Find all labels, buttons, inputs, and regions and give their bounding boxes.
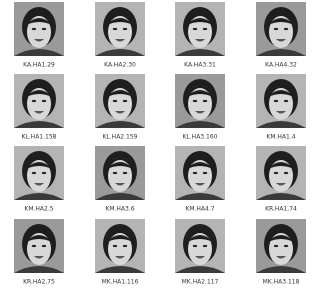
image-label: KA.HA4.32 xyxy=(265,62,297,69)
eye xyxy=(274,245,278,247)
eye xyxy=(113,100,117,102)
eye xyxy=(113,245,117,247)
face-image xyxy=(14,219,64,273)
image-label: KM.HA2.5 xyxy=(24,206,53,213)
image-label: MK.HA2.117 xyxy=(182,279,219,286)
eye xyxy=(193,28,197,30)
eye xyxy=(42,245,46,247)
eye xyxy=(203,100,207,102)
eye xyxy=(193,245,197,247)
eye xyxy=(32,28,36,30)
eye xyxy=(203,172,207,174)
eye xyxy=(42,100,46,102)
face-image xyxy=(256,74,306,128)
face-image xyxy=(14,2,64,56)
face-image xyxy=(256,2,306,56)
eye xyxy=(123,172,127,174)
face-image xyxy=(95,146,145,200)
face-image xyxy=(14,74,64,128)
face-image xyxy=(256,219,306,273)
image-label: MK.HA1.116 xyxy=(102,279,139,286)
image-label: MK.HA3.118 xyxy=(263,279,300,286)
eye xyxy=(284,28,288,30)
image-label: KM.HA1.4 xyxy=(266,134,295,141)
image-label: KL.HA3.160 xyxy=(183,134,218,141)
eye xyxy=(113,28,117,30)
eye xyxy=(123,28,127,30)
eye xyxy=(274,100,278,102)
face-image xyxy=(95,74,145,128)
eye xyxy=(193,172,197,174)
eye xyxy=(284,245,288,247)
eye xyxy=(32,245,36,247)
face-image xyxy=(175,2,225,56)
image-label: KL.HA1.158 xyxy=(22,134,57,141)
image-label: KM.HA4.7 xyxy=(185,206,214,213)
eye xyxy=(123,245,127,247)
image-label: KL.HA2.159 xyxy=(103,134,138,141)
eye xyxy=(284,100,288,102)
eye xyxy=(32,172,36,174)
eye xyxy=(113,172,117,174)
image-label: KR.HA1.74 xyxy=(265,206,297,213)
face-image xyxy=(95,219,145,273)
eye xyxy=(193,100,197,102)
eye xyxy=(42,28,46,30)
eye xyxy=(123,100,127,102)
eye xyxy=(274,172,278,174)
face-image xyxy=(256,146,306,200)
face-image xyxy=(14,146,64,200)
face-image xyxy=(175,146,225,200)
eye xyxy=(42,172,46,174)
image-label: KR.HA2.75 xyxy=(23,279,55,286)
eye xyxy=(32,100,36,102)
face-image xyxy=(175,219,225,273)
image-label: KA.HA2.30 xyxy=(104,62,136,69)
face-grid: KA.HA1.29 KA.HA2.30 KA.HA3.31 KA.HA4.32 KL.H… xyxy=(0,0,314,291)
face-image xyxy=(175,74,225,128)
image-label: KA.HA3.31 xyxy=(184,62,216,69)
eye xyxy=(274,28,278,30)
face-image xyxy=(95,2,145,56)
eye xyxy=(203,28,207,30)
eye xyxy=(203,245,207,247)
image-label: KA.HA1.29 xyxy=(23,62,55,69)
eye xyxy=(284,172,288,174)
image-label: KM.HA3.6 xyxy=(105,206,134,213)
